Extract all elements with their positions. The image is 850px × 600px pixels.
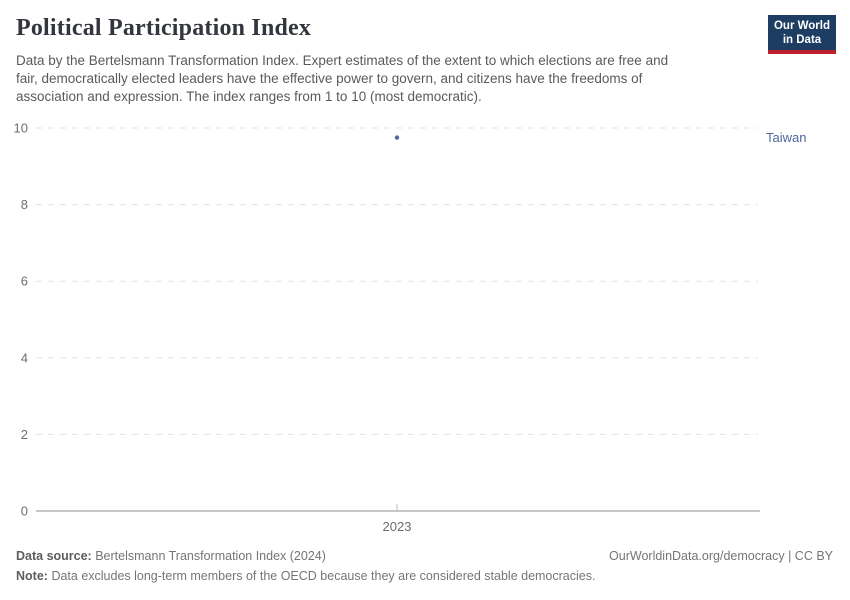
y-tick-label: 10 [14,121,28,136]
owid-url-link[interactable]: OurWorldinData.org/democracy [609,549,785,563]
data-source-value[interactable]: Bertelsmann Transformation Index (2024) [95,549,326,563]
entity-label[interactable]: Taiwan [766,130,806,145]
note-label: Note: [16,569,48,583]
y-tick-label: 0 [21,504,28,519]
note-line: Note: Data excludes long-term members of… [16,568,833,584]
footer-links: OurWorldinData.org/democracy | CC BY [609,548,833,564]
data-point[interactable] [394,135,400,140]
note-text: Data excludes long-term members of the O… [51,569,596,583]
chart-subtitle-line: fair, democratically elected leaders hav… [16,71,643,86]
chart-subtitle: Data by the Bertelsmann Transformation I… [16,52,761,106]
owid-logo-line2: in Data [782,34,822,46]
y-tick-label: 6 [21,274,28,289]
page-title: Political Participation Index [16,15,312,41]
owid-logo[interactable]: Our World in Data [768,15,836,54]
chart-footer: Data source: Bertelsmann Transformation … [16,548,833,584]
y-tick-label: 4 [21,350,28,365]
y-tick-label: 8 [21,197,28,212]
data-source-line: Data source: Bertelsmann Transformation … [16,548,326,564]
chart-subtitle-line: association and expression. The index ra… [16,89,482,104]
chart-subtitle-line: Data by the Bertelsmann Transformation I… [16,53,669,68]
y-tick-label: 2 [21,427,28,442]
footer-separator: | [788,549,792,563]
data-source-label: Data source: [16,549,92,563]
x-tick-label: 2023 [383,519,412,534]
owid-logo-line1: Our World [773,20,830,32]
cc-by-link[interactable]: CC BY [794,549,833,563]
